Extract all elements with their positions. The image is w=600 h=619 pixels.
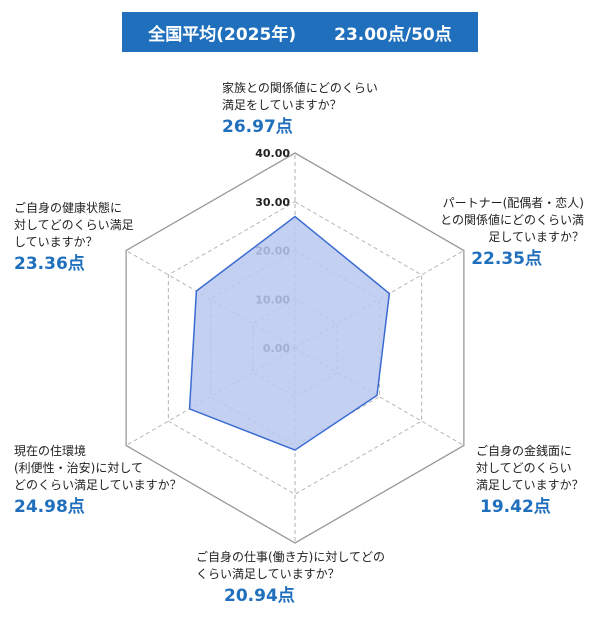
- radar-series: [188, 215, 391, 451]
- axis-value-work: 20.94点: [224, 586, 295, 606]
- axis-label-family: 家族との関係値にどのくらい 満足をしていますか？ 26.97点: [222, 80, 378, 138]
- axis-value-family: 26.97点: [222, 117, 293, 137]
- chart-title: 全国平均(2025年): [148, 24, 297, 45]
- radar-spoke: [125, 347, 296, 446]
- radar-spoke: [294, 347, 465, 446]
- axis-value-partner: 22.35点: [471, 249, 542, 269]
- grid-ring-30: [167, 201, 423, 495]
- axis-question-health: ご自身の健康状態に 対してどのくらい満足 していますか？: [14, 201, 134, 249]
- axis-value-living: 24.98点: [14, 497, 85, 517]
- chart-title-box: 全国平均(2025年) 23.00点/50点: [122, 12, 478, 52]
- axis-label-partner: パートナー(配偶者・恋人) との関係値にどのくらい満 足していますか？ 22.3…: [418, 195, 584, 270]
- axis-label-work: ご自身の仕事(働き方)に対してどの くらい満足していますか？ 20.94点: [196, 549, 385, 607]
- axis-question-living: 現在の住環境 (利便性・治安)に対して どのくらい満足していますか？: [14, 444, 182, 492]
- axis-label-health: ご自身の健康状態に 対してどのくらい満足 していますか？ 23.36点: [14, 200, 134, 275]
- tick-label: 40.00: [255, 147, 290, 160]
- axis-question-money: ご自身の金銭面に 対してどのくらい 満足していますか？: [476, 444, 584, 492]
- radar-spokes: [125, 153, 465, 543]
- radar-spoke: [125, 250, 296, 349]
- radar-grid: [125, 152, 465, 544]
- grid-ring-40: [125, 152, 465, 544]
- series-area: [188, 215, 391, 451]
- axis-label-living: 現在の住環境 (利便性・治安)に対して どのくらい満足していますか？ 24.98…: [14, 443, 182, 518]
- axis-question-family: 家族との関係値にどのくらい 満足をしていますか？: [222, 81, 378, 112]
- axis-question-partner: パートナー(配偶者・恋人) との関係値にどのくらい満 足していますか？: [440, 196, 584, 244]
- axis-question-work: ご自身の仕事(働き方)に対してどの くらい満足していますか？: [196, 550, 386, 581]
- chart-title-score: 23.00点/50点: [334, 24, 452, 45]
- tick-label: 30.00: [255, 196, 290, 209]
- radar-spoke: [294, 250, 465, 349]
- axis-label-money: ご自身の金銭面に 対してどのくらい 満足していますか？ 19.42点: [476, 443, 584, 518]
- axis-value-money: 19.42点: [480, 497, 551, 517]
- axis-value-health: 23.36点: [14, 254, 85, 274]
